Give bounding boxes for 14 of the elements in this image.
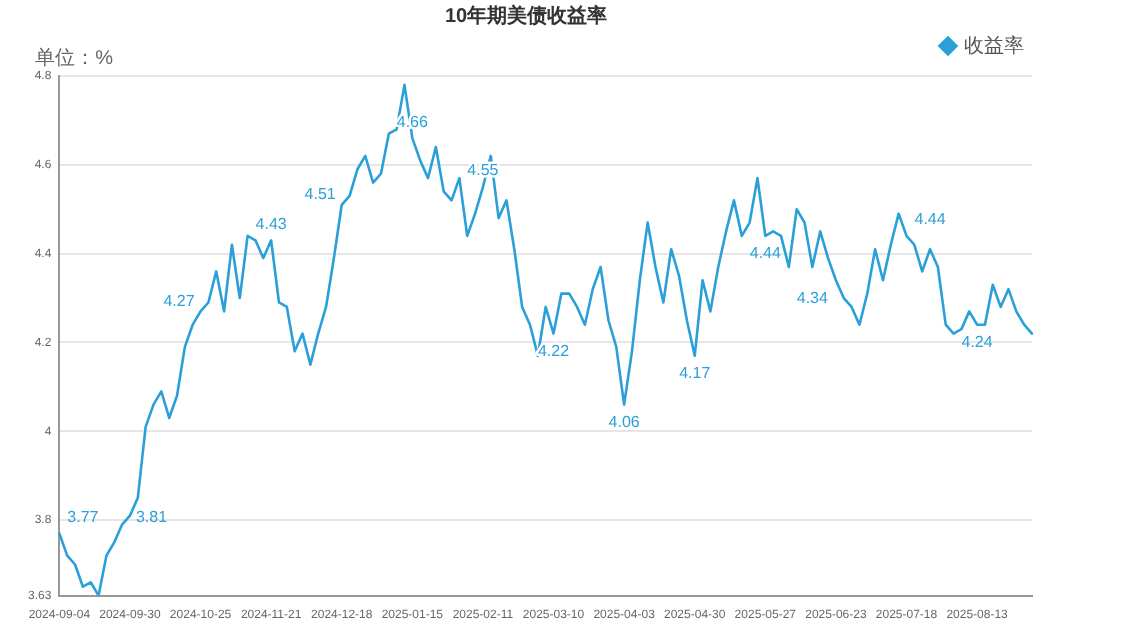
data-label: 4.43 <box>255 214 288 233</box>
data-label: 4.27 <box>163 291 196 310</box>
data-label: 4.34 <box>796 288 829 307</box>
legend-label: 收益率 <box>964 33 1024 58</box>
data-label: 4.06 <box>608 413 641 432</box>
data-label: 4.24 <box>961 333 994 352</box>
data-label: 3.81 <box>135 508 169 527</box>
data-label: 4.51 <box>304 185 337 204</box>
data-label: 4.17 <box>679 364 712 383</box>
data-label: 4.44 <box>914 210 947 229</box>
data-label: 4.44 <box>749 244 782 263</box>
chart-title: 10年期美债收益率 <box>444 3 608 28</box>
y-axis-title: 单位：% <box>35 45 114 70</box>
data-label: 3.77 <box>67 507 100 526</box>
